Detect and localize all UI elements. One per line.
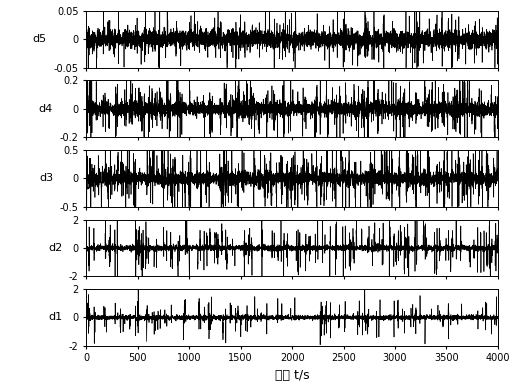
Y-axis label: d2: d2: [48, 243, 62, 253]
Y-axis label: d1: d1: [48, 312, 62, 322]
Y-axis label: d4: d4: [39, 104, 53, 114]
X-axis label: 时间 t/s: 时间 t/s: [275, 369, 309, 382]
Y-axis label: d3: d3: [39, 173, 53, 183]
Y-axis label: d5: d5: [33, 34, 47, 44]
